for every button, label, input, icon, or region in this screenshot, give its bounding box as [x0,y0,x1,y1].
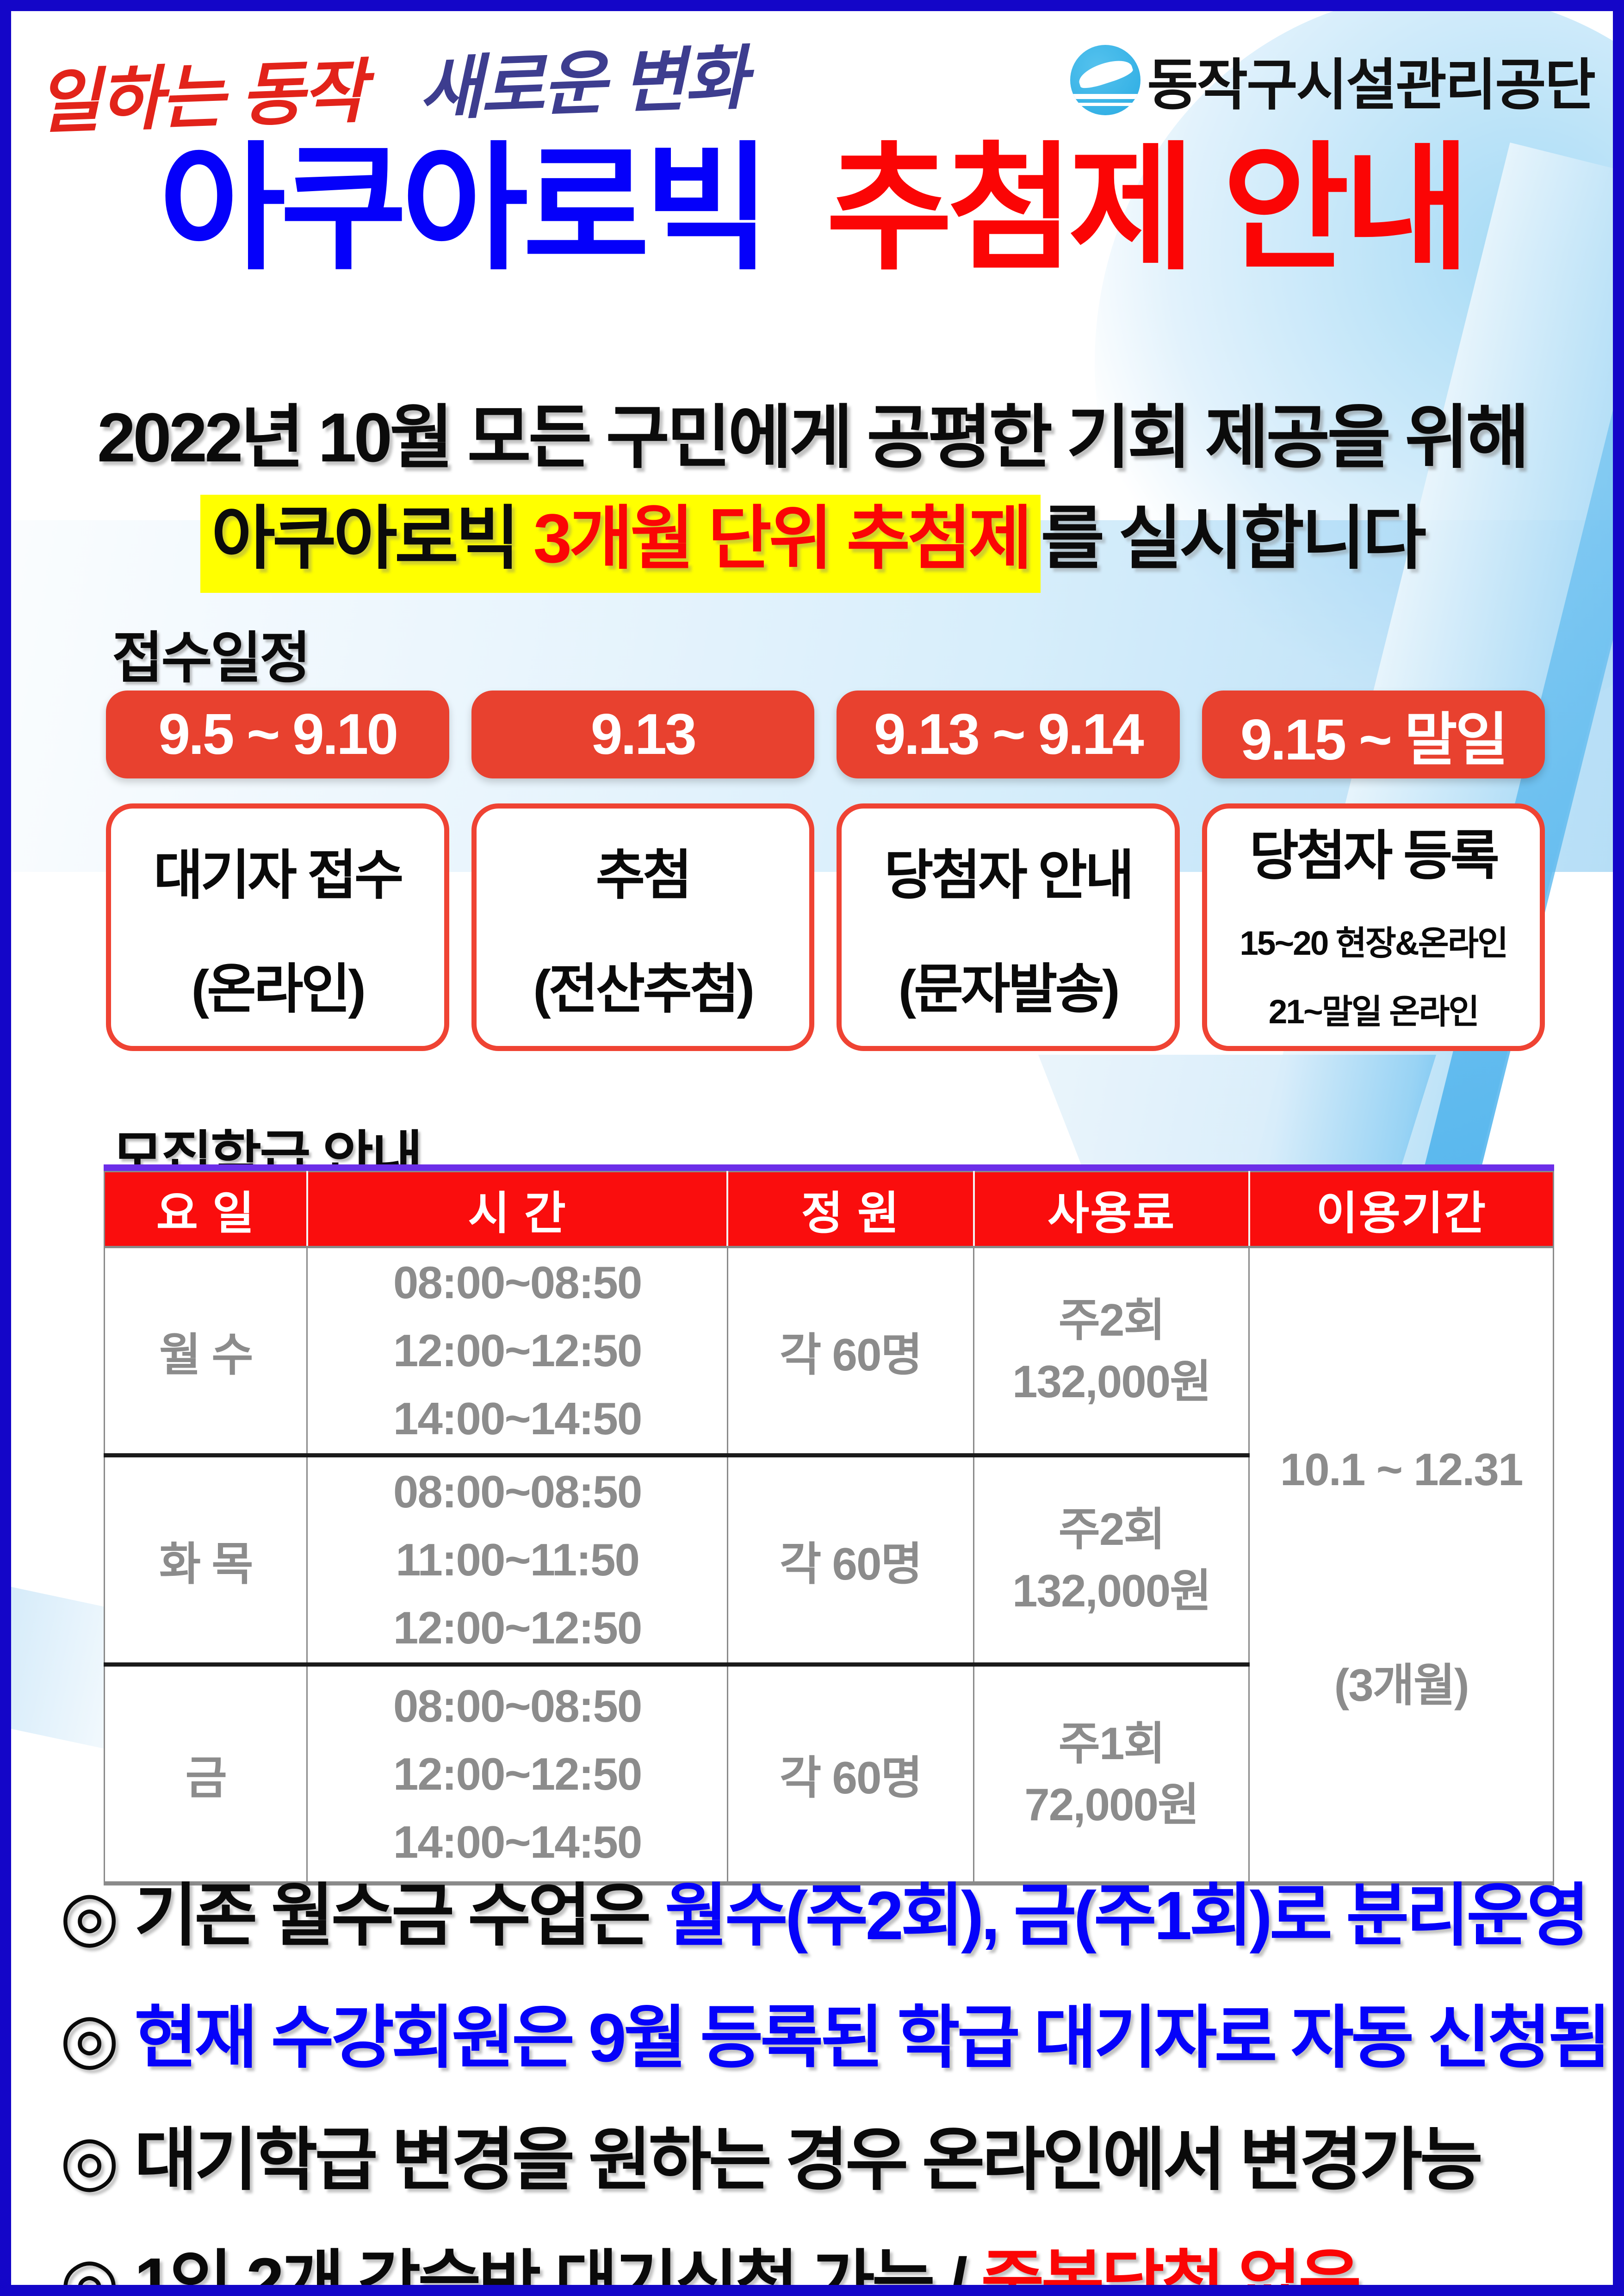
cell-times: 08:00~08:50 11:00~11:50 12:00~12:50 [306,1455,728,1667]
table-row: 금 08:00~08:50 12:00~12:50 14:00~14:50 각 … [105,1664,1554,1884]
cell-fee: 주1회 72,000원 [973,1664,1249,1884]
org-name: 동작구시설관리공단 [1147,54,1596,116]
page-title-red: 추첨제 안내 [826,132,1471,286]
fee-frequency: 주2회 [1058,1294,1165,1346]
page-title: 아쿠아로빅 추첨제 안내 [11,137,1613,282]
note-blue-text: 현재 수강회원은 9월 등록된 학급 대기자로 자동 신청됨 [134,2000,1611,2076]
period-range: 10.1 ~ 12.31 [1280,1444,1524,1495]
note-line-4: ◎ 1인 2개 강습반 대기신청 가능 / 중복당첨 없음 [60,2248,1610,2285]
cell-day: 금 [185,1752,227,1803]
time-slot: 08:00~08:50 [393,1257,643,1308]
page-title-blue: 아쿠아로빅 [159,132,771,286]
step-title: 당첨자 안내 [884,845,1134,905]
cell-day: 화 목 [104,1455,307,1667]
fee-amount: 72,000원 [1024,1779,1199,1830]
notes: ◎ 기존 월수금 수업은 월수(주2회), 금(주1회)로 분리운영 ◎ 현재 수강… [60,1882,1611,2285]
time-slot: 14:00~14:50 [393,1816,643,1867]
logo-stripe-icon [1070,102,1141,106]
swan-swoosh-icon [1075,55,1134,91]
double-circle-bullet: ◎ [60,2244,119,2296]
intro-highlight-red: 3개월 단위 추첨제 [533,499,1033,577]
step-box-winner-register: 당첨자 등록 15~20 현장&온라인 21~말일 온라인 [1202,803,1545,1051]
logo-stripe-icon [1070,94,1141,100]
cell-period: 10.1 ~ 12.31 (3개월) [1248,1247,1554,1884]
time-slot: 12:00~12:50 [393,1748,643,1799]
note-black-text: 기존 월수금 수업은 [134,1878,665,1954]
double-circle-bullet: ◎ [60,1878,119,1954]
step-title: 추첨 [595,845,692,905]
note-blue-text: 월수(주2회), 금(주1회)로 분리운영 [664,1878,1590,1954]
col-header-period: 이용기간 [1248,1171,1554,1248]
step-box-winner-notice: 당첨자 안내 (문자발송) [837,803,1180,1051]
cell-times: 08:00~08:50 12:00~12:50 14:00~14:50 [306,1664,728,1884]
org-logo: 동작구시설관리공단 [1070,40,1596,120]
classes-table: 요 일 시 간 정 원 사용료 이용기간 월 수 08:00~08:50 12:… [104,1164,1554,1885]
cell-capacity: 각 60명 [726,1455,974,1667]
cell-capacity: 각 60명 [726,1247,974,1457]
note-black-text: 대기학급 변경을 원하는 경우 온라인에서 변경가능 [134,2122,1483,2198]
cell-day: 월 수 [104,1247,307,1457]
schedule-heading: 접수일정 [112,627,311,689]
time-slot: 08:00~08:50 [393,1680,643,1731]
period-duration: (3개월) [1334,1659,1469,1711]
col-header-capacity: 정 원 [726,1171,974,1248]
time-slot: 08:00~08:50 [393,1466,643,1517]
step-detail-1: 15~20 현장&온라인 [1240,924,1508,962]
col-header-day: 요 일 [104,1171,307,1248]
date-badge-3: 9.13 ~ 9.14 [837,691,1180,778]
step-subtitle: (전산추첨) [533,958,755,1019]
step-title: 당첨자 등록 [1249,825,1500,886]
intro-highlight-black: 아쿠아로빅 [211,499,533,577]
table-row: 월 수 08:00~08:50 12:00~12:50 14:00~14:50 … [104,1247,1554,1884]
date-badge-2: 9.13 [471,691,814,778]
table-header-row: 요 일 시 간 정 원 사용료 이용기간 [104,1171,1554,1248]
col-header-fee: 사용료 [973,1171,1249,1248]
brand-calligraphy-blue: 새로운 변화 [417,39,747,128]
step-subtitle: (문자발송) [898,958,1120,1019]
time-slot: 14:00~14:50 [393,1393,643,1444]
note-line-2: ◎ 현재 수강회원은 9월 등록된 학급 대기자로 자동 신청됨 [60,2004,1611,2072]
double-circle-bullet: ◎ [60,2000,119,2076]
double-circle-bullet: ◎ [60,2122,119,2198]
note-line-3: ◎ 대기학급 변경을 원하는 경우 온라인에서 변경가능 [60,2126,1610,2195]
brand-calligraphy: 일하는 동작 새로운 변화 [35,22,748,147]
cell-capacity: 각 60명 [726,1664,974,1884]
intro-tail: 를 실시합니다 [1041,499,1426,577]
table-row: 화 목 08:00~08:50 11:00~11:50 12:00~12:50 … [104,1455,1554,1667]
date-badge-4: 9.15 ~ 말일 [1202,691,1545,778]
fee-amount: 132,000원 [1012,1565,1211,1616]
cell-fee: 주2회 132,000원 [973,1455,1249,1667]
time-slot: 11:00~11:50 [396,1534,640,1585]
note-black-text: 1인 2개 강습반 대기신청 가능 / [134,2244,981,2296]
org-logo-icon [1070,45,1141,115]
time-slot: 12:00~12:50 [393,1325,643,1376]
intro-line-1: 2022년 10월 모든 구민에게 공평한 기회 제공을 위해 [97,398,1530,476]
intro-line-2: 아쿠아로빅 3개월 단위 추첨제 를 실시합니다 [11,482,1613,593]
cell-fee: 주2회 132,000원 [973,1247,1249,1457]
schedule-dates-row: 9.5 ~ 9.10 9.13 9.13 ~ 9.14 9.15 ~ 말일 [106,691,1545,778]
date-badge-1: 9.5 ~ 9.10 [106,691,449,778]
col-header-time: 시 간 [306,1171,728,1248]
note-line-1: ◎ 기존 월수금 수업은 월수(주2회), 금(주1회)로 분리운영 [60,1882,1610,1950]
step-title: 대기자 접수 [153,845,404,905]
time-slot: 12:00~12:50 [393,1602,643,1653]
step-box-draw: 추첨 (전산추첨) [471,803,814,1051]
fee-frequency: 주2회 [1058,1504,1165,1555]
table-top-accent-bar [104,1164,1554,1171]
schedule-steps-row: 대기자 접수 (온라인) 추첨 (전산추첨) 당첨자 안내 (문자발송) 당첨자… [106,803,1545,1051]
step-detail-2: 21~말일 온라인 [1268,993,1480,1031]
brand-calligraphy-red: 일하는 동작 [35,52,366,142]
step-box-waitlist: 대기자 접수 (온라인) [106,803,449,1051]
cell-times: 08:00~08:50 12:00~12:50 14:00~14:50 [306,1247,728,1457]
note-red-text: 중복당첨 없음 [981,2244,1361,2296]
fee-frequency: 주1회 [1058,1717,1165,1769]
intro-highlight: 아쿠아로빅 3개월 단위 추첨제 [200,495,1041,593]
fee-amount: 132,000원 [1012,1356,1211,1407]
step-subtitle: (온라인) [191,958,366,1019]
